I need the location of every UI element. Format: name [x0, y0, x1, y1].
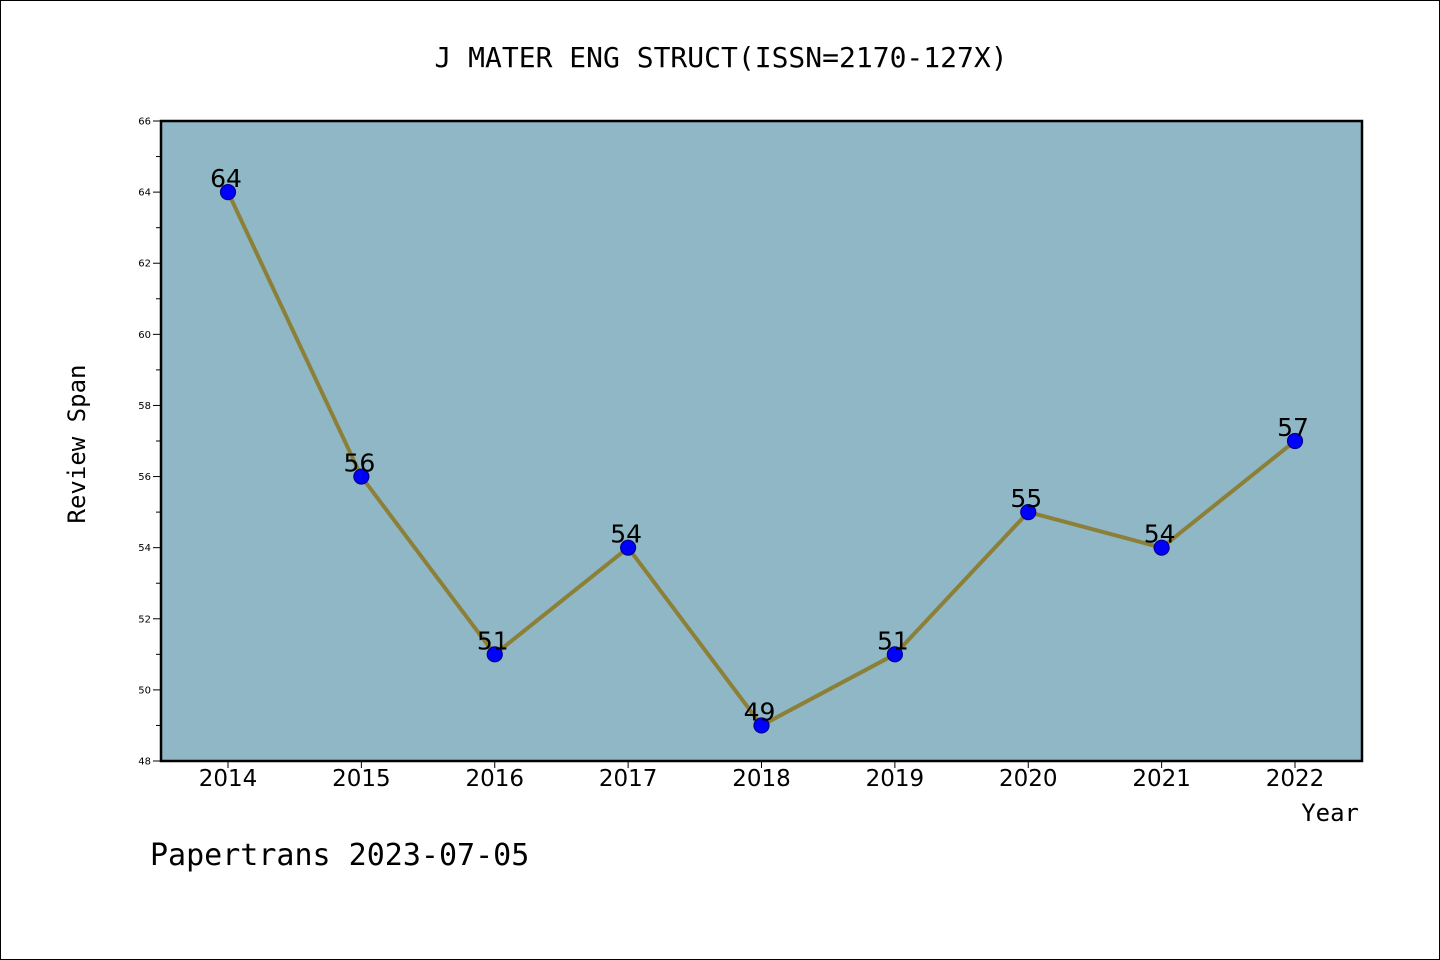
- y-tick-label: 54: [138, 543, 151, 554]
- data-labels: 64 56 51 54 49 51 55 54 57: [210, 164, 1309, 726]
- x-tick-label: 2020: [999, 766, 1058, 792]
- y-tick-label: 56: [138, 472, 151, 483]
- y-tick-label: 52: [138, 614, 151, 625]
- data-point-marker: [1020, 504, 1037, 521]
- x-tick-label: 2019: [866, 766, 925, 792]
- data-point-marker: [1153, 539, 1170, 556]
- data-points: [219, 184, 1304, 734]
- y-tick-label: 60: [138, 330, 151, 341]
- data-label: 49: [744, 697, 776, 726]
- y-axis-title: Review Span: [63, 365, 91, 524]
- data-label: 56: [343, 449, 375, 478]
- data-point-marker: [486, 646, 503, 663]
- data-point-marker: [620, 539, 637, 556]
- y-tick-label: 50: [138, 685, 151, 696]
- data-point-marker: [886, 646, 903, 663]
- data-label: 55: [1010, 484, 1042, 513]
- data-label: 54: [610, 520, 642, 549]
- x-tick-label: 2021: [1132, 766, 1191, 792]
- y-axis: 48 50 52 54 56 58 60 62 64 66: [138, 117, 161, 768]
- y-tick-label: 58: [138, 401, 151, 412]
- y-tick-label: 48: [138, 757, 151, 768]
- data-point-marker: [353, 468, 370, 485]
- data-point-marker: [219, 184, 237, 201]
- data-point-marker: [753, 717, 770, 734]
- x-tick-label: 2017: [599, 766, 658, 792]
- y-tick-label: 64: [138, 188, 151, 199]
- y-tick-label: 66: [138, 117, 151, 128]
- data-label: 57: [1277, 413, 1309, 442]
- x-tick-label: 2015: [332, 766, 391, 792]
- data-label: 54: [1144, 520, 1176, 549]
- plot-area: [159, 119, 1364, 763]
- x-tick-label: 2016: [465, 766, 524, 792]
- data-point-marker: [1286, 432, 1304, 450]
- y-tick-label: 62: [138, 259, 151, 270]
- x-tick-label: 2014: [199, 766, 258, 792]
- x-tick-label: 2018: [732, 766, 791, 792]
- data-label: 51: [877, 626, 909, 655]
- chart-title: J MATER ENG STRUCT(ISSN=2170-127X): [434, 41, 1007, 74]
- footer-watermark-text: Papertrans 2023-07-05: [150, 838, 529, 873]
- data-label: 51: [477, 626, 509, 655]
- x-axis: 2014 2015 2016 2017 2018 2019 2020 2021 2022: [199, 761, 1325, 792]
- x-tick-label: 2022: [1266, 766, 1325, 792]
- x-axis-title: Year: [1301, 799, 1359, 827]
- data-label: 64: [210, 164, 242, 193]
